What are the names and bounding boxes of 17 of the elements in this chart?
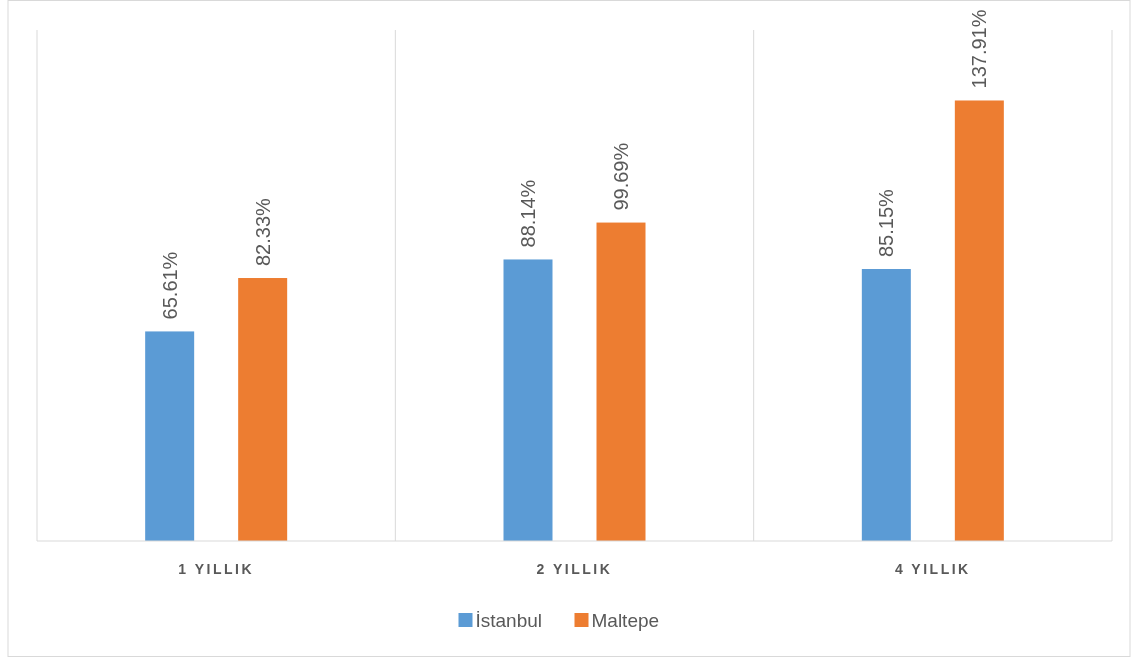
x-tick-label: 2 YILLIK [536, 561, 613, 577]
data-label: 82.33% [251, 197, 274, 267]
bar [238, 278, 288, 541]
bar [861, 269, 911, 541]
bar [503, 259, 553, 541]
data-label: 99.69% [610, 142, 632, 211]
legend-label: Maltepe [591, 610, 660, 631]
x-tick-label: 4 YILLIK [894, 561, 971, 577]
data-label: 65.61% [158, 251, 181, 320]
bar [145, 331, 195, 541]
bar [596, 222, 646, 541]
data-label: 85.15% [875, 188, 898, 258]
x-tick-label: 1 YILLIK [178, 561, 255, 577]
legend-label: İstanbul [475, 610, 543, 631]
data-label: 88.14% [517, 179, 539, 248]
data-label: 137.91% [968, 9, 991, 89]
bar [954, 100, 1004, 541]
